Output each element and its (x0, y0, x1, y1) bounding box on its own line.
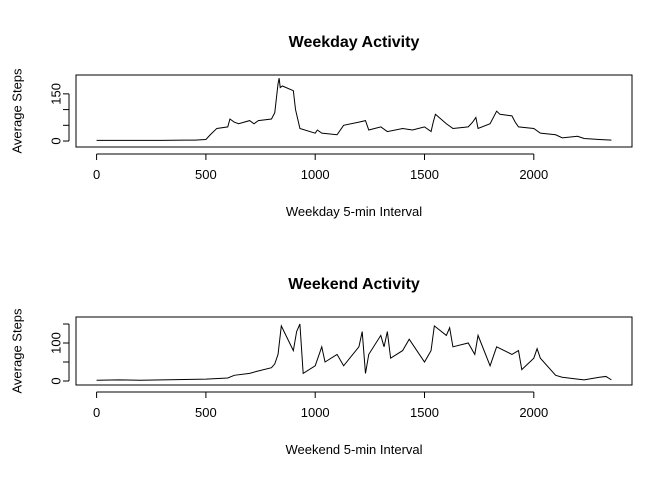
y-tick-label: 0 (48, 137, 63, 144)
x-tick-label: 0 (93, 405, 100, 420)
x-tick-label: 2000 (519, 405, 548, 420)
x-tick-label: 0 (93, 167, 100, 182)
plot-box (75, 316, 633, 386)
x-tick-label: 1000 (301, 167, 330, 182)
y-tick-label: 0 (48, 377, 63, 384)
x-tick-label: 1500 (410, 405, 439, 420)
y-tick-label: 150 (48, 83, 63, 105)
data-line (96, 78, 612, 141)
x-tick-label: 1000 (301, 405, 330, 420)
x-tick-label: 500 (195, 167, 217, 182)
chart-title: Weekday Activity (289, 34, 420, 51)
chart-title: Weekend Activity (288, 276, 420, 293)
data-line (96, 323, 612, 381)
y-tick-label: 100 (48, 332, 63, 354)
x-axis-label: Weekday 5-min Interval (286, 204, 422, 219)
x-tick-label: 2000 (519, 167, 548, 182)
x-tick-label: 1500 (410, 167, 439, 182)
y-axis-label: Average Steps (9, 308, 24, 394)
y-axis-label: Average Steps (9, 68, 24, 154)
x-tick-label: 500 (195, 405, 217, 420)
plot-box (75, 74, 633, 148)
x-axis-label: Weekend 5-min Interval (285, 442, 422, 457)
